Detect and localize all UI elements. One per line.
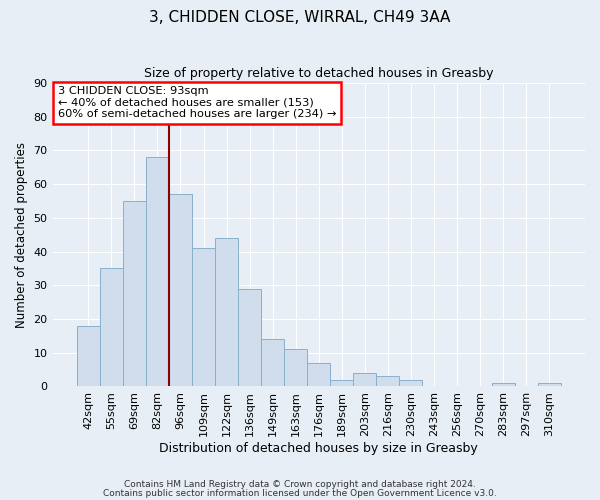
Text: 3, CHIDDEN CLOSE, WIRRAL, CH49 3AA: 3, CHIDDEN CLOSE, WIRRAL, CH49 3AA xyxy=(149,10,451,25)
Y-axis label: Number of detached properties: Number of detached properties xyxy=(15,142,28,328)
Text: Contains HM Land Registry data © Crown copyright and database right 2024.: Contains HM Land Registry data © Crown c… xyxy=(124,480,476,489)
Bar xyxy=(123,201,146,386)
Bar xyxy=(77,326,100,386)
Title: Size of property relative to detached houses in Greasby: Size of property relative to detached ho… xyxy=(144,68,494,80)
Bar xyxy=(146,157,169,386)
Bar xyxy=(169,194,192,386)
Bar xyxy=(376,376,400,386)
Text: Contains public sector information licensed under the Open Government Licence v3: Contains public sector information licen… xyxy=(103,489,497,498)
Bar xyxy=(215,238,238,386)
Bar xyxy=(400,380,422,386)
X-axis label: Distribution of detached houses by size in Greasby: Distribution of detached houses by size … xyxy=(160,442,478,455)
Bar xyxy=(353,373,376,386)
Bar xyxy=(261,340,284,386)
Text: 3 CHIDDEN CLOSE: 93sqm
← 40% of detached houses are smaller (153)
60% of semi-de: 3 CHIDDEN CLOSE: 93sqm ← 40% of detached… xyxy=(58,86,336,120)
Bar xyxy=(538,383,561,386)
Bar xyxy=(491,383,515,386)
Bar xyxy=(284,350,307,387)
Bar xyxy=(100,268,123,386)
Bar xyxy=(330,380,353,386)
Bar xyxy=(307,363,330,386)
Bar xyxy=(192,248,215,386)
Bar xyxy=(238,288,261,386)
